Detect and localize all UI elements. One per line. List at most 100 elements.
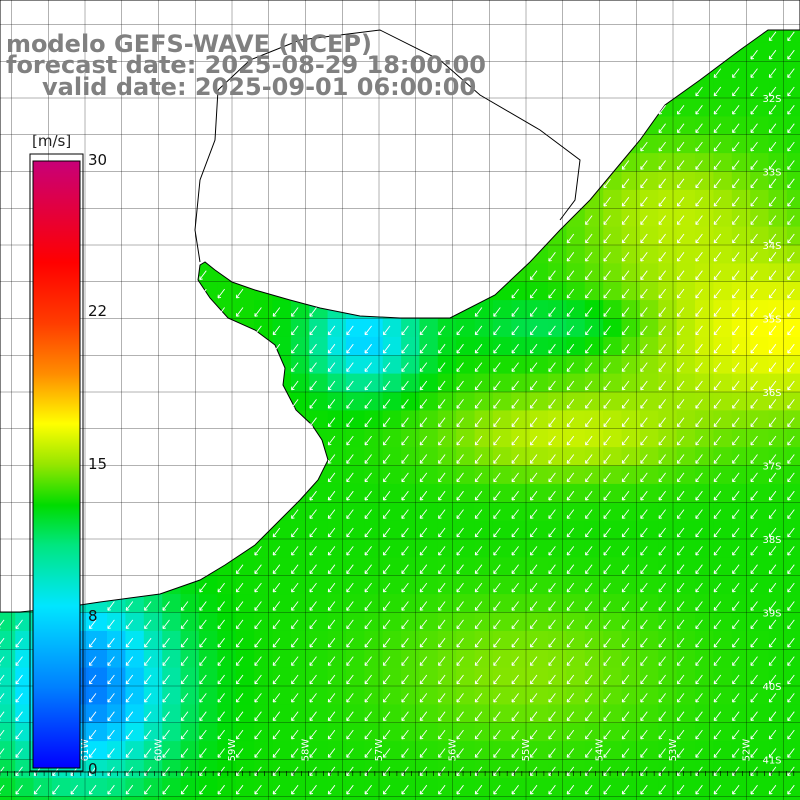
field-cell	[180, 722, 200, 742]
field-cell	[511, 447, 531, 467]
wind-arrow	[217, 674, 225, 685]
wind-arrow	[235, 766, 244, 777]
wind-arrow	[327, 343, 336, 354]
field-cell	[437, 318, 457, 338]
wind-arrow	[529, 674, 538, 685]
wind-arrow	[511, 343, 519, 354]
field-cell	[768, 373, 788, 393]
wind-arrow	[695, 343, 703, 354]
field-cell	[676, 539, 696, 558]
wind-arrow	[768, 490, 777, 501]
field-cell	[217, 281, 237, 301]
field-cell	[492, 410, 512, 430]
wind-arrow	[768, 674, 777, 685]
field-cell	[768, 318, 788, 338]
field-cell	[345, 612, 365, 632]
field-cell	[548, 704, 567, 724]
field-cell	[474, 667, 494, 687]
wind-arrow	[640, 141, 648, 152]
wind-arrow	[603, 490, 611, 501]
field-cell	[290, 759, 310, 779]
field-cell	[364, 520, 384, 540]
wind-arrow	[658, 362, 666, 372]
field-cell	[786, 686, 800, 705]
wind-arrow	[327, 564, 336, 574]
wind-arrow	[676, 601, 685, 611]
field-cell	[566, 612, 586, 632]
field-cell	[786, 226, 800, 246]
wind-arrow	[548, 252, 556, 262]
wind-arrow	[199, 270, 207, 280]
wind-arrow	[309, 711, 317, 721]
field-cell	[382, 373, 402, 393]
field-cell	[603, 704, 623, 724]
field-cell	[658, 612, 678, 632]
field-cell	[401, 447, 421, 467]
field-cell	[382, 796, 402, 800]
field-cell	[529, 465, 549, 485]
wind-arrow	[603, 711, 611, 721]
field-cell	[603, 189, 623, 209]
field-cell	[107, 796, 126, 800]
field-cell	[713, 539, 733, 558]
wind-arrow	[291, 601, 299, 611]
field-cell	[437, 520, 457, 540]
field-cell	[309, 612, 329, 632]
field-cell	[603, 208, 623, 228]
wind-arrow	[787, 546, 795, 556]
field-cell	[548, 318, 567, 338]
wind-arrow	[474, 546, 483, 556]
wind-arrow	[603, 435, 611, 446]
field-cell	[217, 722, 237, 742]
field-cell	[511, 594, 531, 614]
field-cell	[566, 520, 586, 540]
wind-arrow	[254, 729, 262, 740]
wind-arrow	[217, 693, 225, 703]
field-cell	[15, 686, 35, 705]
wind-arrow	[732, 196, 740, 207]
wind-arrow	[327, 546, 336, 556]
field-cell	[272, 557, 292, 577]
field-cell	[621, 336, 641, 356]
wind-arrow	[548, 472, 556, 483]
wind-arrow	[493, 674, 501, 685]
wind-arrow	[291, 711, 299, 721]
field-cell	[713, 392, 733, 411]
wind-arrow	[658, 527, 666, 538]
field-cell	[107, 704, 126, 724]
colorbar-frame	[29, 153, 84, 772]
wind-arrow	[364, 417, 372, 427]
field-cell	[639, 686, 659, 705]
field-cell	[235, 722, 255, 742]
field-cell	[639, 318, 659, 338]
wind-arrow	[750, 619, 758, 630]
field-cell	[0, 630, 16, 650]
field-cell	[603, 318, 623, 338]
field-cell	[437, 612, 457, 632]
field-cell	[713, 502, 733, 522]
field-cell	[750, 355, 770, 375]
field-cell	[456, 704, 476, 724]
field-cell	[419, 630, 439, 650]
wind-arrow	[640, 546, 648, 556]
field-cell	[695, 539, 714, 558]
wind-arrow	[162, 656, 170, 666]
field-cell	[566, 483, 586, 503]
wind-arrow	[438, 509, 446, 519]
field-cell	[235, 575, 255, 595]
wind-arrow	[732, 435, 740, 446]
field-cell	[511, 667, 531, 687]
wind-arrow	[750, 637, 758, 648]
field-cell	[695, 318, 714, 338]
wind-arrow	[603, 362, 611, 372]
wind-arrow	[419, 729, 428, 740]
wind-arrow	[732, 729, 740, 740]
field-cell	[566, 704, 586, 724]
field-cell	[713, 557, 733, 577]
wind-arrow	[419, 582, 428, 593]
wind-arrow	[713, 123, 722, 133]
field-cell	[345, 796, 365, 800]
field-cell	[290, 630, 310, 650]
wind-arrow	[254, 637, 262, 648]
wind-arrow	[15, 729, 23, 740]
